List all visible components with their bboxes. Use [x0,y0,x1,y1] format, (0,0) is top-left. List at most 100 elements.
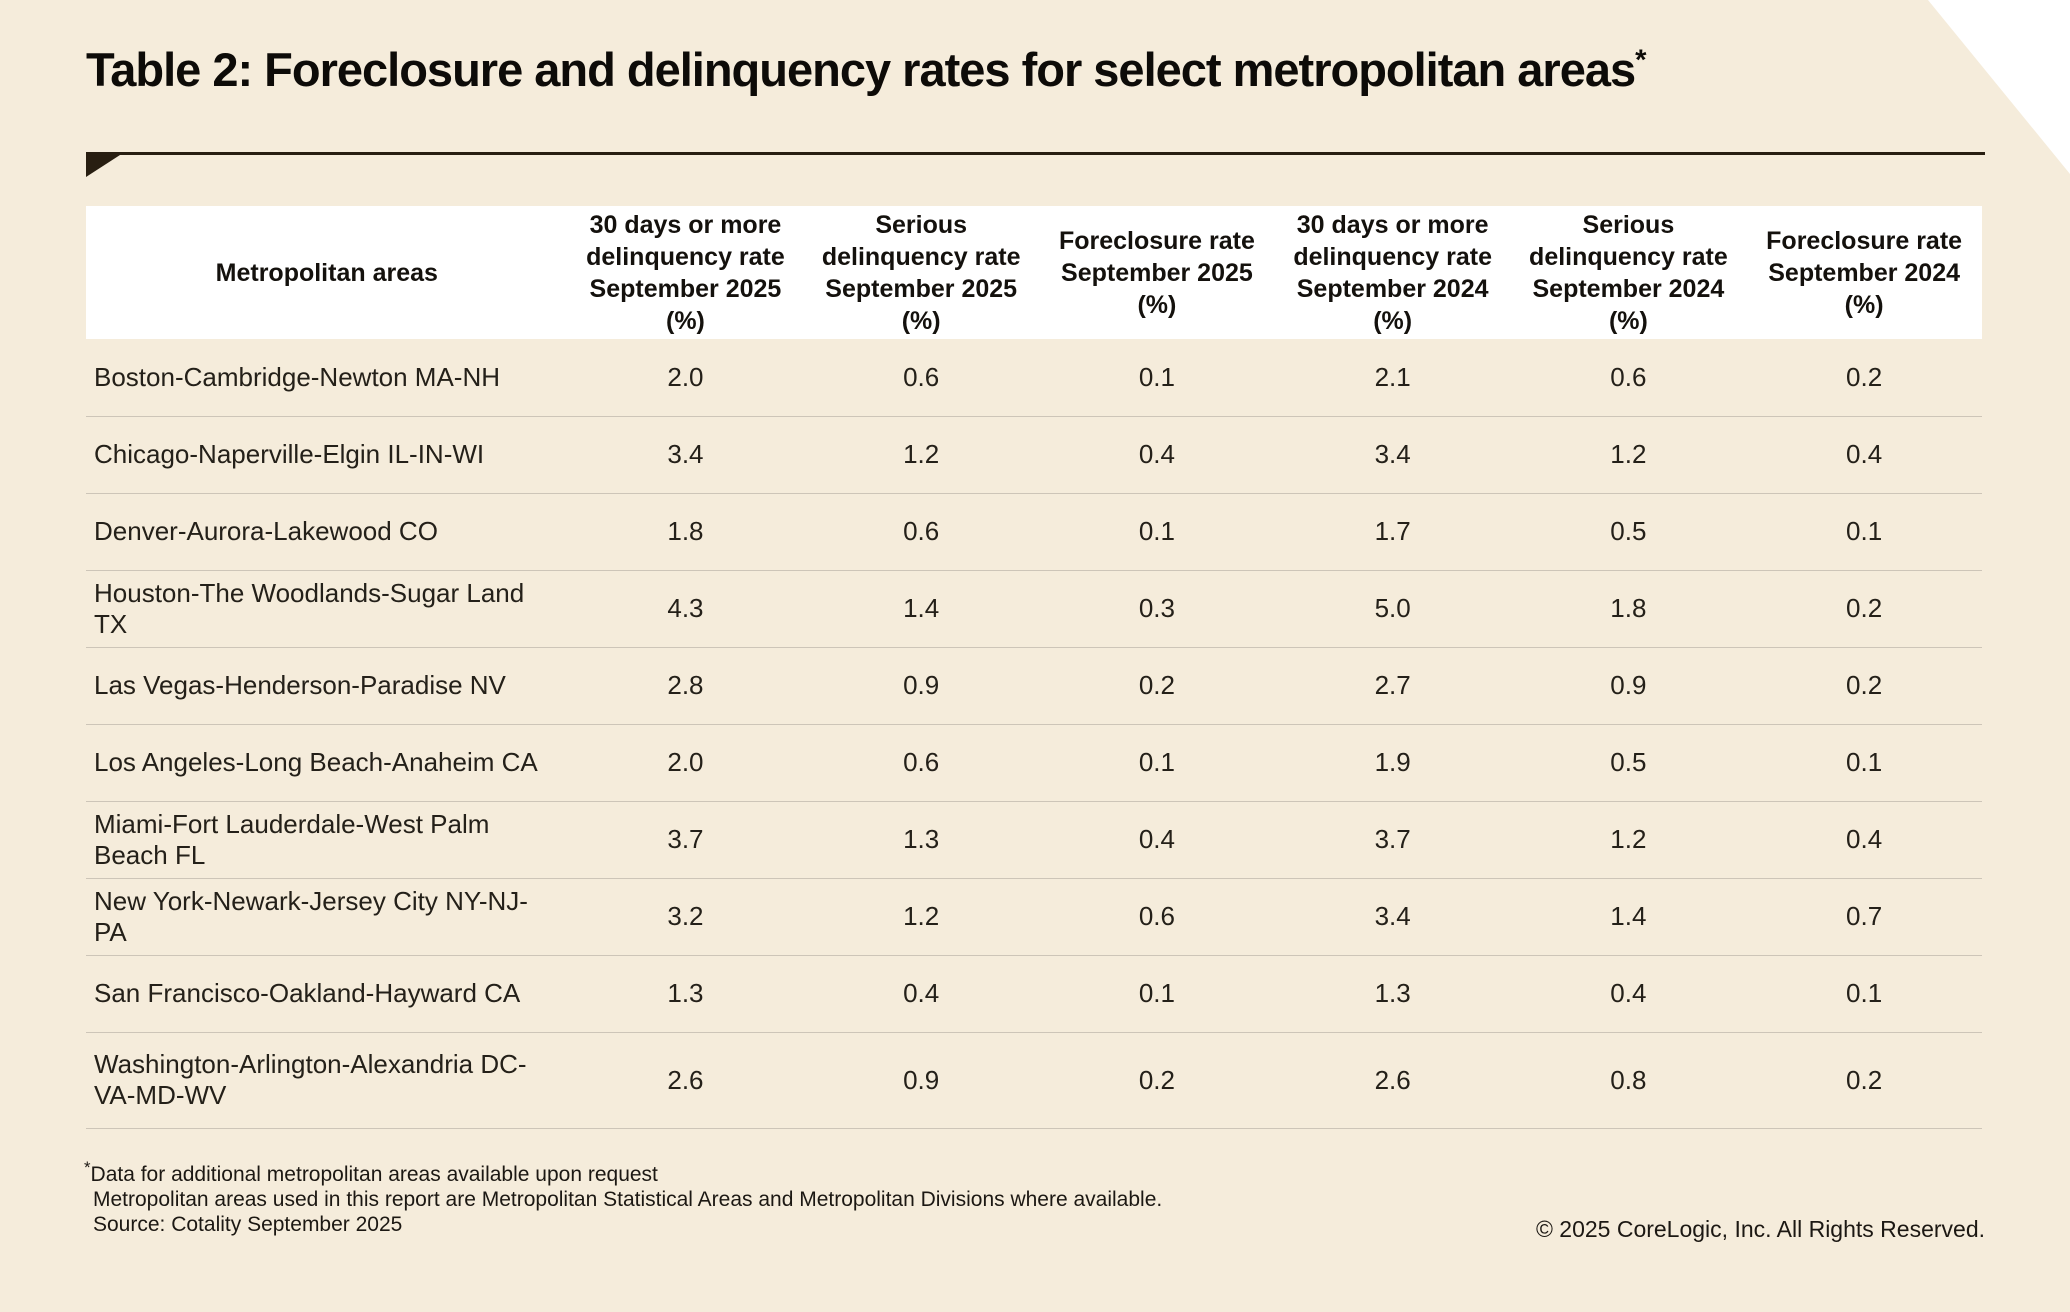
value-cell: 0.1 [1138,978,1175,1008]
value-cell: 0.2 [1138,1064,1175,1095]
column-header-metro-areas: Metropolitan areas [86,206,568,339]
table-row: San Francisco-Oakland-Hayward CA 1.3 0.4 0.… [86,955,1982,1032]
value-cell: 3.7 [1374,824,1411,854]
column-header: 30 days or more delinquency rate Septemb… [567,206,804,339]
value-cell: 2.6 [1374,1064,1411,1095]
value-cell: 0.5 [1610,747,1647,777]
column-header: Serious delinquency rate September 2024 … [1510,206,1747,339]
title-rule [86,152,1985,177]
value-cell: 4.3 [667,593,704,623]
page-title-text: Table 2: Foreclosure and delinquency rat… [86,43,1636,96]
value-cell: 1.3 [1374,978,1411,1008]
column-header: Serious delinquency rate September 2025 … [803,206,1040,339]
value-cell: 0.9 [903,1064,940,1095]
value-cell: 0.6 [903,747,940,777]
value-cell: 2.0 [667,747,704,777]
value-cell: 5.0 [1374,593,1411,623]
metro-area-cell: Las Vegas-Henderson-Paradise NV [94,670,506,700]
value-cell: 0.2 [1846,361,1883,392]
value-cell: 0.2 [1846,670,1883,700]
value-cell: 3.4 [667,439,704,469]
value-cell: 0.3 [1138,593,1175,623]
value-cell: 1.2 [1610,439,1647,469]
value-cell: 2.6 [667,1064,704,1095]
rule-pennant-icon [86,155,120,177]
value-cell: 1.4 [903,593,940,623]
value-cell: 2.7 [1374,670,1411,700]
value-cell: 3.7 [667,824,704,854]
table-row: Houston-The Woodlands-Sugar Land TX 4.3 1.… [86,570,1982,647]
metro-area-cell: Los Angeles-Long Beach-Anaheim CA [94,747,538,777]
value-cell: 1.2 [903,439,940,469]
value-cell: 0.8 [1610,1064,1647,1095]
table-row: Denver-Aurora-Lakewood CO 1.8 0.6 0.1 1.7 0.5… [86,493,1982,570]
value-cell: 0.4 [1846,824,1883,854]
value-cell: 0.1 [1138,747,1175,777]
footnote-line-2: Metropolitan areas used in this report a… [93,1188,1163,1211]
value-cell: 0.4 [1138,824,1175,854]
metro-area-cell: Chicago-Naperville-Elgin IL-IN-WI [94,439,485,469]
foreclosure-delinquency-table: Metropolitan areas 30 days or more delinq… [86,206,1982,1129]
table-row: Washington-Arlington-Alexandria DC-VA-MD… [86,1032,1982,1128]
footnote-line-1: *Data for additional metropolitan areas … [84,1159,1162,1187]
value-cell: 0.1 [1846,978,1883,1008]
value-cell: 0.4 [903,978,940,1008]
metro-area-cell: Washington-Arlington-Alexandria DC-VA-MD… [94,1049,527,1110]
value-cell: 0.6 [1610,361,1647,392]
page-title: Table 2: Foreclosure and delinquency rat… [86,42,1647,97]
value-cell: 3.2 [667,901,704,931]
value-cell: 1.2 [1610,824,1647,854]
value-cell: 0.6 [903,361,940,392]
footnote-text-1: Data for additional metropolitan areas a… [90,1163,658,1186]
value-cell: 0.2 [1138,670,1175,700]
value-cell: 0.2 [1846,1064,1883,1095]
value-cell: 0.2 [1846,593,1883,623]
footnotes: *Data for additional metropolitan areas … [84,1159,1163,1237]
value-cell: 1.8 [667,516,704,546]
table-row: Miami-Fort Lauderdale-West Palm Beach FL… [86,801,1982,878]
value-cell: 1.9 [1374,747,1411,777]
value-cell: 0.6 [1138,901,1175,931]
title-asterisk: * [1635,44,1646,77]
value-cell: 0.9 [903,670,940,700]
table-row: Los Angeles-Long Beach-Anaheim CA 2.0 0.6 0… [86,724,1982,801]
table-row: Las Vegas-Henderson-Paradise NV 2.8 0.9 0.2… [86,647,1982,724]
value-cell: 0.7 [1846,901,1883,931]
value-cell: 3.4 [1374,901,1411,931]
value-cell: 0.1 [1846,747,1883,777]
column-header: 30 days or more delinquency rate Septemb… [1274,206,1511,339]
value-cell: 0.4 [1846,439,1883,469]
value-cell: 1.2 [903,901,940,931]
column-header: Foreclosure rate September 2024 (%) [1746,206,1982,339]
value-cell: 1.3 [903,824,940,854]
value-cell: 0.5 [1610,516,1647,546]
value-cell: 0.4 [1610,978,1647,1008]
table-row: Chicago-Naperville-Elgin IL-IN-WI 3.4 1.2 0… [86,416,1982,493]
value-cell: 0.1 [1138,516,1175,546]
value-cell: 0.9 [1610,670,1647,700]
value-cell: 1.3 [667,978,704,1008]
value-cell: 2.8 [667,670,704,700]
copyright-notice: © 2025 CoreLogic, Inc. All Rights Reserv… [1535,1216,1985,1242]
value-cell: 1.8 [1610,593,1647,623]
metro-area-cell: Miami-Fort Lauderdale-West Palm Beach FL [94,808,490,870]
table-row: New York-Newark-Jersey City NY-NJ-PA 3.2 1… [86,878,1982,955]
metro-area-cell: San Francisco-Oakland-Hayward CA [94,978,521,1008]
value-cell: 1.7 [1374,516,1411,546]
metro-area-cell: Houston-The Woodlands-Sugar Land TX [94,577,525,639]
value-cell: 0.6 [903,516,940,546]
metro-area-cell: Boston-Cambridge-Newton MA-NH [94,361,501,392]
table-header-row: Metropolitan areas 30 days or more delinq… [86,206,1982,339]
value-cell: 0.1 [1138,361,1175,392]
column-header: Foreclosure rate September 2025 (%) [1039,206,1275,339]
value-cell: 1.4 [1610,901,1647,931]
value-cell: 0.4 [1138,439,1175,469]
table-row: Boston-Cambridge-Newton MA-NH 2.0 0.6 0.1 2.… [86,339,1982,416]
value-cell: 3.4 [1374,439,1411,469]
value-cell: 2.1 [1374,361,1411,392]
page-corner-fold [1928,0,2070,174]
value-cell: 0.1 [1846,516,1883,546]
value-cell: 2.0 [667,361,704,392]
footnote-line-3: Source: Cotality September 2025 [93,1213,403,1236]
